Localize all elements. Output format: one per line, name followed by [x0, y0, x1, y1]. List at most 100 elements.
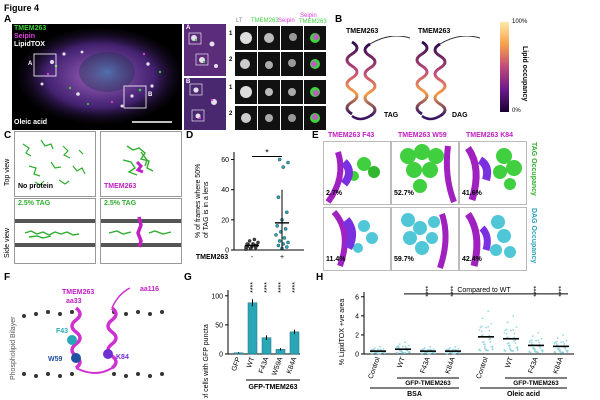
chart-h-point	[562, 351, 565, 354]
e-tile-dag-w59	[391, 207, 459, 271]
chart-h-point	[429, 352, 432, 355]
e-row-label-dag: DAG Occupancy	[530, 208, 537, 264]
chart-h-point	[553, 351, 556, 353]
chart-h-point	[534, 348, 536, 350]
panel-letter-d: D	[186, 130, 194, 141]
chart-h-point	[537, 339, 540, 342]
chart-h-point	[457, 348, 460, 350]
chart-g-bar	[261, 337, 272, 355]
chart-h-compare-label: Compared to WT	[457, 287, 511, 294]
chart-d-point	[285, 245, 289, 249]
e-tile-tag-f43	[323, 141, 391, 205]
chart-h-xtick-label: WT	[505, 356, 516, 369]
e-dag-value-f43: 11.4%	[326, 256, 346, 263]
chart-h-point	[397, 345, 400, 348]
chart-g-sig: ****	[292, 282, 299, 293]
chart-h-point	[484, 347, 486, 350]
tile-label-tag-1: 2.5% TAG	[18, 200, 51, 207]
lipid-headgroups	[22, 310, 164, 378]
chart-h-point	[489, 341, 492, 343]
chart-h-sig: ****	[534, 286, 541, 297]
residue-w59	[71, 353, 81, 363]
zoom-inset-a	[184, 24, 226, 76]
chart-h-group-label-bsa: BSA	[407, 391, 422, 398]
f-residue-f43: F43	[56, 328, 69, 335]
membrane-diagram	[22, 287, 164, 378]
chart-h-point	[407, 344, 410, 347]
chart-h-point	[484, 345, 486, 348]
label-tmem263: TMEM263	[14, 25, 47, 32]
chart-h-point	[480, 330, 483, 333]
chart-h-xtick-label: F43A	[420, 356, 432, 374]
chart-d-point	[277, 239, 282, 243]
label-oleic-acid: Oleic acid	[14, 119, 48, 126]
helix-diagram	[345, 36, 481, 121]
residue-f43	[67, 335, 77, 345]
zoom-inset-b-label: B	[186, 79, 191, 85]
e-tag-value-k84: 41.6%	[462, 190, 482, 197]
micrograph-main	[12, 24, 182, 130]
chart-h-xtick-label: Control	[368, 356, 382, 380]
chart-h-point	[489, 337, 492, 340]
chart-g-sig: ****	[278, 282, 285, 293]
chart-h-point	[506, 321, 509, 324]
chart-h-point	[505, 333, 508, 335]
col-header-merge-seipin: Seipin	[300, 13, 317, 19]
tile-top-tmem263	[100, 131, 182, 197]
channel-grid	[235, 26, 327, 130]
chart-h-point	[479, 349, 482, 352]
inset-marker-a: A	[28, 61, 33, 67]
chart-h-point	[373, 347, 376, 349]
chart-g-sig: ****	[264, 282, 271, 293]
chart-h-point	[513, 332, 516, 335]
chart-h-point	[488, 334, 491, 337]
chart-h-point	[562, 334, 565, 336]
chart-h-point	[405, 346, 408, 349]
chart-d-xtick-label: -	[251, 254, 254, 261]
chart-h-point	[377, 348, 379, 351]
chart-h-point	[481, 317, 484, 320]
channel-row-2	[235, 52, 326, 76]
chart-g-bar	[289, 331, 300, 355]
row-label-1a: 1	[229, 31, 233, 37]
chart-h-point	[487, 310, 490, 313]
panel-b-label-tag: TMEM263	[346, 28, 379, 35]
channel-row-3	[235, 80, 326, 104]
chart-h-xtick-label: Control	[476, 356, 490, 380]
chart-d-point	[276, 243, 281, 248]
colorbar	[500, 22, 509, 112]
residue-k84	[103, 349, 113, 359]
colorbar-min: 0%	[512, 108, 521, 114]
chart-h-point	[503, 349, 506, 351]
panel-b-condition-dag: DAG	[452, 112, 468, 119]
chart-d-point	[247, 239, 252, 243]
e-header-k84: TMEM263 K84	[466, 132, 514, 139]
chart-h-point	[482, 340, 485, 343]
label-lipidtox: LipidTOX	[14, 41, 45, 48]
chart-h-point	[458, 351, 461, 354]
tm-helix-2	[106, 306, 118, 370]
chart-h-point	[429, 345, 432, 348]
helix-dag-right	[433, 42, 447, 118]
panel-letter-a: A	[4, 14, 12, 25]
helix-tag-left	[345, 40, 359, 116]
chart-g-group-label: GFP-TMEM263	[248, 384, 297, 391]
inset-marker-b: B	[148, 92, 153, 98]
chart-h-sig: ****	[451, 286, 458, 297]
chart-h-point	[535, 339, 537, 342]
row-label-2b: 2	[229, 111, 233, 117]
panel-letter-e: E	[312, 130, 319, 141]
row-label-top-view: Top view	[4, 158, 11, 186]
chart-h-point	[514, 339, 517, 342]
panel-letter-f: F	[4, 272, 11, 283]
chart-h-xtick-label: F43A	[528, 356, 540, 374]
chart-d-ylabel-1: % of frames where 50%	[195, 164, 202, 238]
chart-h-point	[553, 342, 556, 345]
chart-h-point	[491, 348, 494, 351]
colorbar-max: 100%	[512, 19, 528, 25]
chart-h-point	[555, 340, 558, 343]
chart-h-point	[555, 343, 558, 345]
chart-h-group-label-oa: Oleic acid	[507, 391, 540, 398]
chart-h-point	[402, 345, 404, 348]
e-header-f43: TMEM263 F43	[328, 132, 375, 139]
